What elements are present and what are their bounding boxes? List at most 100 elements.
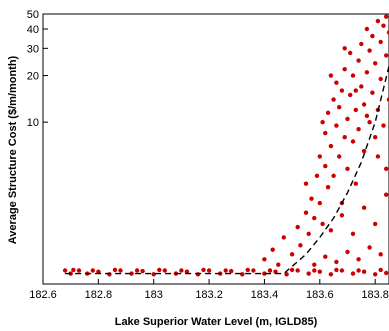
data-point (356, 257, 361, 262)
y-axis-ticks: 10 20 30 40 50 (27, 9, 48, 129)
data-point (320, 120, 325, 125)
data-point (328, 228, 334, 233)
data-point (367, 48, 372, 53)
data-point (323, 163, 328, 169)
data-point (223, 268, 228, 273)
x-axis-title: Lake Superior Water Level (m, IGLD85) (115, 316, 318, 328)
data-point (342, 46, 347, 51)
data-point (289, 252, 295, 257)
data-point (162, 268, 167, 273)
data-point (129, 271, 134, 276)
data-point (331, 97, 336, 102)
data-point (375, 154, 381, 159)
data-point (96, 269, 101, 274)
y-tick-label: 10 (27, 117, 39, 129)
data-point (90, 268, 96, 273)
points-layer (62, 14, 389, 277)
data-point (71, 267, 76, 273)
data-point (364, 70, 370, 75)
data-point (378, 267, 383, 273)
data-point (134, 268, 140, 273)
data-point (353, 88, 358, 93)
data-point (334, 80, 339, 85)
data-point (140, 268, 145, 274)
data-point (361, 205, 367, 210)
data-point (295, 268, 300, 273)
data-point (356, 58, 361, 63)
y-tick-label: 20 (27, 71, 39, 83)
data-point (303, 210, 309, 215)
data-point (312, 262, 317, 267)
data-point (276, 262, 281, 267)
data-point (378, 39, 383, 45)
data-point (361, 102, 367, 107)
data-point (328, 272, 334, 277)
data-point (157, 267, 162, 273)
data-point (384, 53, 389, 58)
data-point (386, 30, 389, 35)
data-point (270, 247, 275, 252)
data-point (353, 107, 358, 113)
data-point (112, 267, 118, 273)
data-point (151, 272, 156, 277)
data-point (359, 84, 364, 89)
data-point (356, 127, 361, 132)
y-tick-label: 50 (27, 9, 39, 21)
data-point (345, 166, 350, 171)
data-point (384, 192, 389, 197)
data-point (339, 88, 345, 93)
data-point (384, 270, 389, 276)
data-point (309, 196, 314, 201)
data-point (381, 123, 386, 128)
data-point (373, 272, 378, 277)
data-point (295, 224, 300, 230)
data-point (370, 90, 375, 95)
data-point (334, 259, 339, 265)
data-point (337, 154, 342, 159)
data-point (378, 76, 383, 82)
data-point (359, 41, 364, 47)
data-point (328, 73, 334, 78)
data-point (281, 235, 286, 240)
x-tick-label: 182.6 (29, 289, 57, 301)
trend-line (65, 66, 389, 275)
data-point (62, 268, 68, 273)
data-point (325, 185, 331, 190)
data-point (331, 173, 336, 178)
data-point (317, 154, 322, 159)
data-point (262, 257, 267, 262)
x-tick-label: 182.8 (85, 289, 113, 301)
x-axis-ticks: 182.6 182.8 183 183.2 183.4 183.6 183.8 (29, 279, 389, 301)
data-point (348, 92, 353, 98)
data-point (312, 215, 317, 221)
x-tick-label: 183.2 (195, 289, 223, 301)
plot-frame (42, 13, 389, 285)
data-point (314, 173, 320, 178)
data-point (245, 267, 250, 273)
data-point (328, 143, 334, 149)
data-point (289, 267, 295, 273)
data-point (118, 268, 123, 273)
data-point (384, 166, 389, 171)
data-point (381, 23, 386, 28)
data-point (350, 231, 356, 236)
data-point (373, 61, 378, 66)
data-point (312, 268, 317, 273)
data-point (342, 135, 347, 140)
data-point (323, 130, 328, 136)
data-point (206, 268, 212, 273)
data-point (364, 26, 370, 32)
data-point (348, 50, 353, 56)
data-point (298, 243, 303, 248)
data-point (317, 269, 322, 274)
data-point (367, 120, 372, 125)
data-point (303, 181, 309, 186)
data-point (370, 33, 375, 39)
data-point (334, 123, 339, 128)
data-point (373, 221, 378, 227)
data-point (317, 200, 322, 206)
y-tick-label: 30 (27, 43, 39, 55)
data-point (325, 110, 331, 116)
data-point (229, 268, 234, 274)
